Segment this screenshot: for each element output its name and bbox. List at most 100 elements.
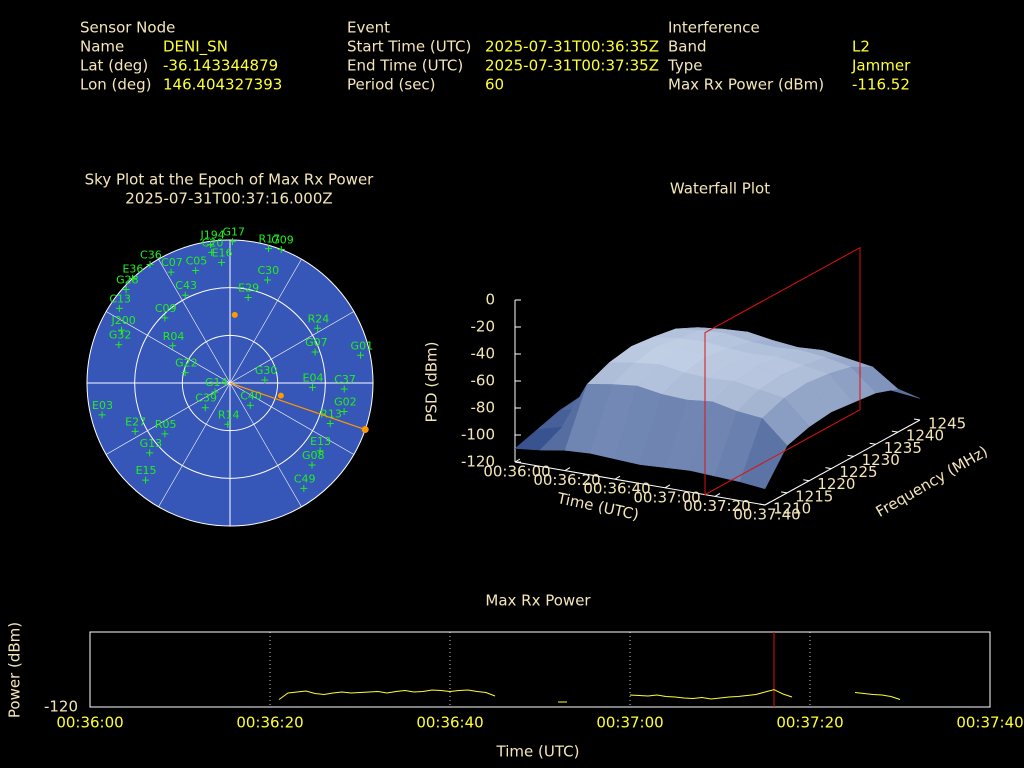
satellite-label: J200: [110, 314, 135, 327]
satellite-marker: [314, 324, 322, 332]
satellite-marker: [169, 342, 177, 350]
satellite-marker: [208, 248, 216, 256]
satellite-label: C39: [195, 392, 217, 405]
field-label: Start Time (UTC): [347, 38, 471, 56]
x-tick-label: 00:36:00: [56, 714, 123, 732]
jammer-direction: [229, 382, 366, 431]
satellite-label: C36: [140, 248, 162, 261]
satellite-label: G08: [302, 449, 325, 462]
satellite-marker: [228, 238, 236, 246]
x-tick-label: 00:36:20: [236, 714, 303, 732]
y-tick: [913, 418, 921, 421]
epoch-plane: [704, 246, 861, 496]
satellite-marker: [131, 427, 139, 435]
satellite-label: G14: [205, 376, 228, 389]
satellite-marker: [146, 260, 154, 268]
satellite-marker: [167, 268, 175, 276]
y-tick-label: 1210: [773, 500, 811, 518]
z-tick-label: 0: [485, 291, 495, 309]
y-tick-label: 1240: [906, 427, 944, 445]
field-value: -36.143344879: [163, 57, 278, 75]
satellite-label: C30: [257, 264, 279, 277]
x-tick-label: 00:37:20: [776, 714, 843, 732]
y-tick-label: 1220: [817, 475, 855, 493]
x-tick-label: 00:36:40: [583, 480, 650, 498]
field-label: Lon (deg): [80, 76, 152, 94]
power-line: [278, 689, 901, 703]
x-tick: [664, 484, 671, 489]
field-label: Lat (deg): [80, 57, 148, 75]
satellite-label: C40: [240, 389, 262, 402]
satellite-marker: [115, 304, 123, 312]
field-value: L2: [852, 38, 870, 56]
satellite-label: R17: [259, 233, 281, 246]
section-title: Sensor Node: [80, 19, 175, 37]
satellite-marker: [300, 484, 308, 492]
azimuth-spoke: [229, 259, 302, 384]
satellite-marker: [309, 383, 317, 391]
jammer-point: [361, 426, 369, 434]
x-tick: [564, 467, 571, 472]
x-axis-title: Time (UTC): [496, 743, 580, 761]
x-tick-label: 00:36:40: [416, 714, 483, 732]
y-tick-label: 1245: [928, 415, 966, 433]
satellite-marker: [326, 419, 334, 427]
x-tick-label: 00:36:20: [533, 471, 600, 489]
azimuth-spoke: [158, 382, 231, 507]
y-axis-title: Power (dBm): [6, 622, 24, 718]
x-tick-label: 00:37:00: [633, 488, 700, 506]
section-title: Event: [347, 19, 390, 37]
field-value: 60: [485, 76, 504, 94]
satellite-label: C07: [161, 256, 183, 269]
satellite-label: C49: [294, 472, 316, 485]
satellite-label: R13: [320, 407, 342, 420]
field-label: Name: [80, 38, 124, 56]
satellite-label: E16: [212, 247, 233, 260]
satellite-marker: [211, 388, 219, 396]
satellite-label: J194: [200, 229, 225, 242]
satellite-label: G22: [175, 357, 198, 370]
satellite-marker: [115, 341, 123, 349]
field-value: DENI_SN: [163, 38, 228, 57]
waterfall-title: Waterfall Plot: [670, 180, 770, 198]
y-tick: [891, 430, 898, 433]
time-axis: [514, 461, 766, 506]
satellite-marker: [357, 351, 365, 359]
satellite-marker: [263, 276, 271, 284]
field-label: Period (sec): [347, 76, 436, 94]
x-tick-label: 00:37:40: [956, 714, 1023, 732]
satellite-label: G13: [140, 437, 163, 450]
satellite-marker: [244, 294, 252, 302]
satellite-label: G09: [271, 233, 294, 246]
x-tick-label: 00:37:00: [596, 714, 663, 732]
satellite-marker: [261, 376, 269, 384]
satellite-marker: [201, 404, 209, 412]
y-tick-label: -120: [44, 698, 78, 716]
azimuth-spoke: [229, 382, 354, 455]
satellite-label: E15: [136, 464, 157, 477]
satellite-label: R05: [155, 418, 177, 431]
field-value: 146.404327393: [163, 76, 282, 94]
satellite-marker: [340, 407, 348, 415]
satellite-label: R04: [163, 330, 185, 343]
z-tick-label: -100: [461, 426, 495, 444]
satellite-marker: [246, 401, 254, 409]
satellite-marker: [142, 476, 150, 484]
y-tick-label: 1230: [862, 451, 900, 469]
satellite-label: G01: [351, 339, 374, 352]
satellite-marker: [311, 348, 319, 356]
satellite-marker: [207, 241, 215, 249]
satellite-label: E27: [125, 415, 146, 428]
section-title: Interference: [668, 19, 760, 37]
z-axis-title: PSD (dBm): [423, 341, 441, 422]
orange-marker: [277, 392, 284, 399]
satellite-marker: [192, 267, 200, 275]
y-tick: [825, 467, 832, 470]
satellite-label: E04: [303, 371, 324, 384]
y-tick: [869, 442, 876, 445]
satellite-marker: [218, 259, 226, 267]
field-label: Band: [668, 38, 707, 56]
z-tick-label: -120: [461, 453, 495, 471]
y-tick: [781, 491, 788, 494]
